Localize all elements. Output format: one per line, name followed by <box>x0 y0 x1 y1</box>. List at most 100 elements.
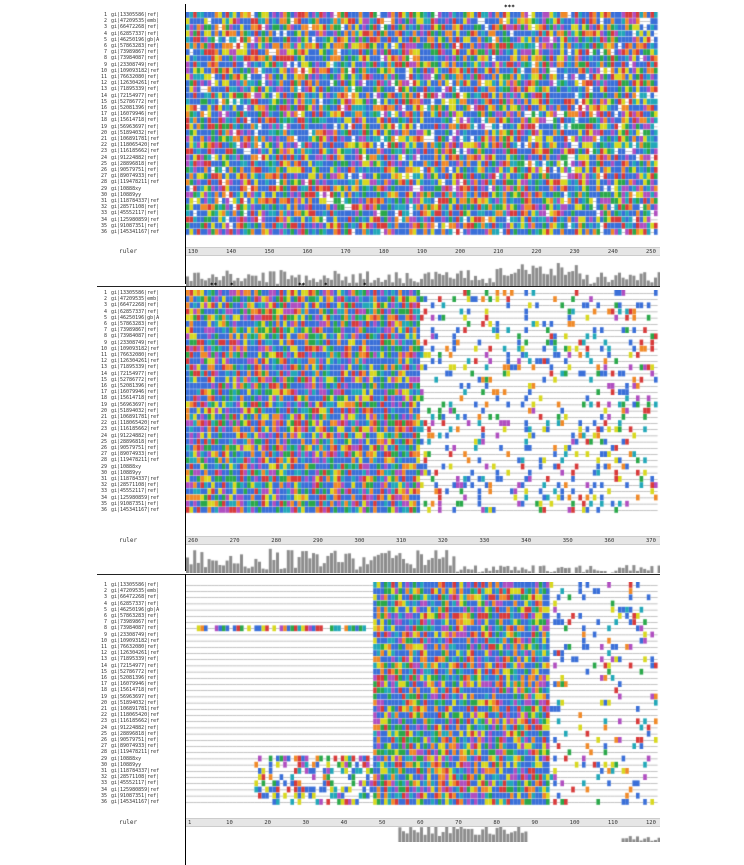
sequence-label[interactable]: 5 gi|46250196|gb|A <box>97 607 159 613</box>
sequence-label[interactable]: 35 gi|91087351|ref| <box>97 793 159 799</box>
sequence-label[interactable]: 20 gi|51894032|ref| <box>97 408 159 414</box>
sequence-label[interactable]: 5 gi|46250196|gb|A <box>97 37 159 43</box>
sequence-label[interactable]: 16 gi|52081396|ref| <box>97 383 159 389</box>
sequence-label[interactable]: 24 gi|91224882|ref| <box>97 725 159 731</box>
sequence-label[interactable]: 7 gi|73989867|ref| <box>97 327 159 333</box>
sequence-label[interactable]: 12 gi|126304261|ref <box>97 650 159 656</box>
sequence-label[interactable]: 35 gi|91087351|ref| <box>97 223 159 229</box>
sequence-label[interactable]: 4 gi|62857337|ref| <box>97 601 159 607</box>
sequence-label[interactable]: 35 gi|91087351|ref| <box>97 501 159 507</box>
sequence-label[interactable]: 25 gi|28896818|ref| <box>97 731 159 737</box>
sequence-label[interactable]: 1 gi|13305586|ref| <box>97 582 159 588</box>
sequence-label[interactable]: 8 gi|73984087|ref| <box>97 333 159 339</box>
sequence-label[interactable]: 17 gi|16079946|ref| <box>97 681 159 687</box>
sequence-label[interactable]: 24 gi|91224882|ref| <box>97 433 159 439</box>
sequence-label[interactable]: 30 gi|10889yy <box>97 470 141 476</box>
sequence-label[interactable]: 11 gi|76632080|ref| <box>97 644 159 650</box>
sequence-label[interactable]: 2 gi|47209535|emb| <box>97 296 159 302</box>
sequence-label[interactable]: 10 gi|109093182|ref <box>97 638 159 644</box>
sequence-label[interactable]: 29 gi|10888xy <box>97 464 141 470</box>
ruler-bar[interactable]: 260 270 280 290 300 310 320 330 340 350 360 370 <box>186 536 660 545</box>
sequence-label[interactable]: 34 gi|125980859|ref <box>97 787 159 793</box>
sequence-label[interactable]: 26 gi|90579751|ref| <box>97 445 159 451</box>
alignment-grid[interactable] <box>186 290 660 515</box>
sequence-label[interactable]: 30 gi|10889yy <box>97 192 141 198</box>
sequence-label[interactable]: 18 gi|15614718|ref| <box>97 395 159 401</box>
sequence-label[interactable]: 21 gi|106891781|ref <box>97 136 159 142</box>
sequence-label[interactable]: 12 gi|126304261|ref <box>97 358 159 364</box>
sequence-label[interactable]: 36 gi|145341167|ref <box>97 229 159 235</box>
ruler-bar[interactable]: 1 10 20 30 40 50 60 70 80 90 100 110 120 <box>186 818 660 827</box>
sequence-label[interactable]: 21 gi|106891781|ref <box>97 706 159 712</box>
sequence-label[interactable]: 22 gi|118065420|ref <box>97 420 159 426</box>
alignment-grid[interactable] <box>186 12 660 237</box>
sequence-label[interactable]: 1 gi|13305586|ref| <box>97 12 159 18</box>
sequence-label[interactable]: 14 gi|72154977|ref| <box>97 663 159 669</box>
sequence-label[interactable]: 13 gi|71895339|ref| <box>97 656 159 662</box>
sequence-label[interactable]: 11 gi|76632080|ref| <box>97 74 159 80</box>
sequence-label[interactable]: 13 gi|71895339|ref| <box>97 364 159 370</box>
sequence-label[interactable]: 17 gi|16079946|ref| <box>97 111 159 117</box>
sequence-label[interactable]: 8 gi|73984087|ref| <box>97 625 159 631</box>
sequence-label[interactable]: 25 gi|28896818|ref| <box>97 439 159 445</box>
sequence-label[interactable]: 19 gi|56963697|ref| <box>97 694 159 700</box>
sequence-label[interactable]: 24 gi|91224882|ref| <box>97 155 159 161</box>
sequence-label[interactable]: 18 gi|15614718|ref| <box>97 117 159 123</box>
sequence-label[interactable]: 6 gi|57863283|ref| <box>97 613 159 619</box>
sequence-label[interactable]: 29 gi|10888xy <box>97 756 141 762</box>
sequence-label[interactable]: 2 gi|47209535|emb| <box>97 18 159 24</box>
sequence-label[interactable]: 17 gi|16079946|ref| <box>97 389 159 395</box>
sequence-label[interactable]: 15 gi|52786772|ref| <box>97 99 159 105</box>
sequence-label[interactable]: 6 gi|57863283|ref| <box>97 321 159 327</box>
sequence-label[interactable]: 12 gi|126304261|ref <box>97 80 159 86</box>
sequence-label[interactable]: 7 gi|73989867|ref| <box>97 49 159 55</box>
sequence-label[interactable]: 15 gi|52786772|ref| <box>97 377 159 383</box>
sequence-label[interactable]: 9 gi|23308749|ref| <box>97 632 159 638</box>
sequence-label[interactable]: 6 gi|57863283|ref| <box>97 43 159 49</box>
sequence-label[interactable]: 27 gi|89074933|ref| <box>97 451 159 457</box>
sequence-label[interactable]: 34 gi|125980859|ref <box>97 217 159 223</box>
sequence-label[interactable]: 30 gi|10889yy <box>97 762 141 768</box>
sequence-label[interactable]: 22 gi|118065420|ref <box>97 712 159 718</box>
sequence-label[interactable]: 28 gi|119478211|ref <box>97 179 159 185</box>
sequence-label[interactable]: 31 gi|118784337|ref <box>97 768 159 774</box>
sequence-label[interactable]: 4 gi|62857337|ref| <box>97 309 159 315</box>
sequence-label[interactable]: 28 gi|119478211|ref <box>97 749 159 755</box>
sequence-label[interactable]: 18 gi|15614718|ref| <box>97 687 159 693</box>
sequence-label[interactable]: 4 gi|62857337|ref| <box>97 31 159 37</box>
sequence-label[interactable]: 27 gi|89074933|ref| <box>97 173 159 179</box>
sequence-label[interactable]: 11 gi|76632080|ref| <box>97 352 159 358</box>
sequence-label[interactable]: 7 gi|73989867|ref| <box>97 619 159 625</box>
sequence-label[interactable]: 19 gi|56963697|ref| <box>97 402 159 408</box>
sequence-label[interactable]: 15 gi|52786772|ref| <box>97 669 159 675</box>
sequence-label[interactable]: 10 gi|109093182|ref <box>97 68 159 74</box>
sequence-label[interactable]: 22 gi|118065420|ref <box>97 142 159 148</box>
sequence-label[interactable]: 5 gi|46250196|gb|A <box>97 315 159 321</box>
sequence-label[interactable]: 36 gi|145341167|ref <box>97 507 159 513</box>
sequence-label[interactable]: 3 gi|66472268|ref| <box>97 24 159 30</box>
sequence-label[interactable]: 1 gi|13305586|ref| <box>97 290 159 296</box>
sequence-label[interactable]: 33 gi|45552117|ref| <box>97 488 159 494</box>
alignment-grid[interactable] <box>186 582 660 807</box>
sequence-label[interactable]: 14 gi|72154977|ref| <box>97 93 159 99</box>
sequence-label[interactable]: 14 gi|72154977|ref| <box>97 371 159 377</box>
sequence-label[interactable]: 13 gi|71895339|ref| <box>97 86 159 92</box>
sequence-label[interactable]: 36 gi|145341167|ref <box>97 799 159 805</box>
sequence-label[interactable]: 23 gi|116185662|ref <box>97 426 159 432</box>
sequence-label[interactable]: 20 gi|51894032|ref| <box>97 700 159 706</box>
sequence-label[interactable]: 3 gi|66472268|ref| <box>97 594 159 600</box>
ruler-bar[interactable]: 130 140 150 160 170 180 190 200 210 220 230 240 250 <box>186 247 660 256</box>
sequence-label[interactable]: 9 gi|23308749|ref| <box>97 62 159 68</box>
sequence-label[interactable]: 26 gi|90579751|ref| <box>97 167 159 173</box>
sequence-label[interactable]: 33 gi|45552117|ref| <box>97 210 159 216</box>
sequence-label[interactable]: 16 gi|52081396|ref| <box>97 105 159 111</box>
sequence-label[interactable]: 32 gi|28571108|ref| <box>97 482 159 488</box>
sequence-label[interactable]: 23 gi|116185662|ref <box>97 718 159 724</box>
sequence-label[interactable]: 34 gi|125980859|ref <box>97 495 159 501</box>
sequence-label[interactable]: 3 gi|66472268|ref| <box>97 302 159 308</box>
sequence-label[interactable]: 20 gi|51894032|ref| <box>97 130 159 136</box>
sequence-label[interactable]: 31 gi|118784337|ref <box>97 476 159 482</box>
sequence-label[interactable]: 28 gi|119478211|ref <box>97 457 159 463</box>
sequence-label[interactable]: 31 gi|118784337|ref <box>97 198 159 204</box>
sequence-label[interactable]: 33 gi|45552117|ref| <box>97 780 159 786</box>
